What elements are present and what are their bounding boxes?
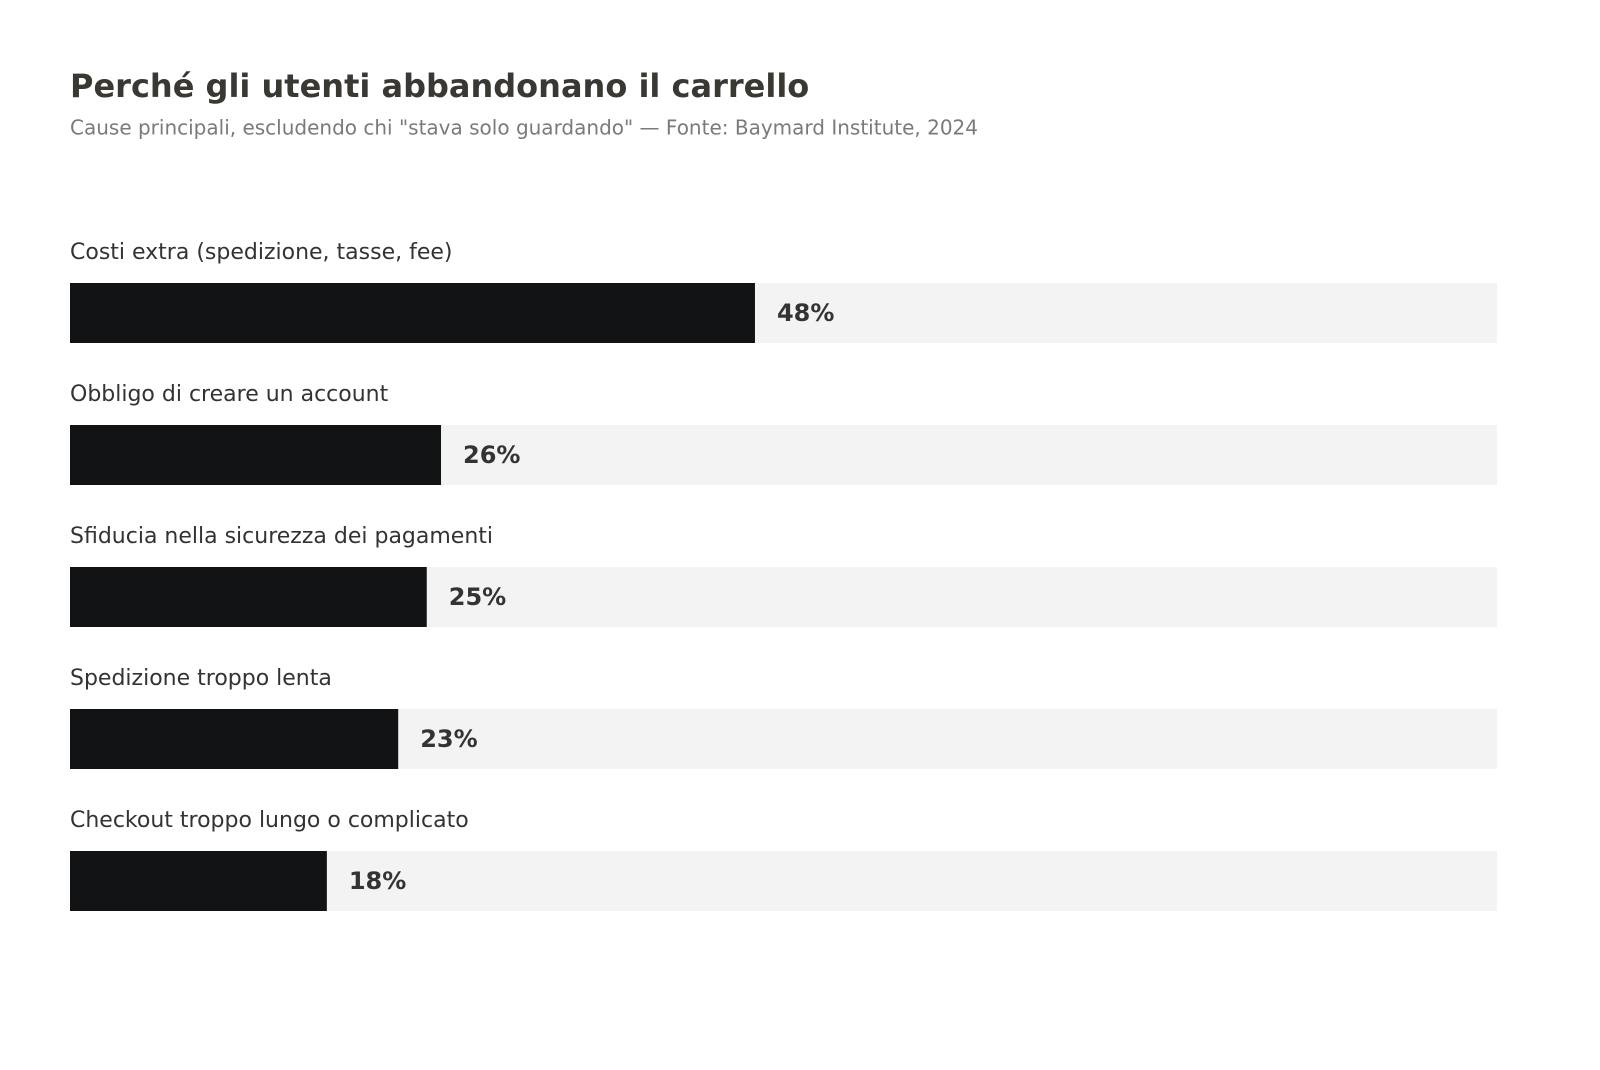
bar bbox=[70, 709, 399, 769]
bar bbox=[70, 567, 427, 627]
category-label: Spedizione troppo lenta bbox=[70, 666, 332, 691]
category-label: Obbligo di creare un account bbox=[70, 382, 389, 407]
value-label: 18% bbox=[349, 867, 406, 895]
chart-title: Perché gli utenti abbandonano il carrell… bbox=[70, 67, 809, 105]
category-label: Checkout troppo lungo o complicato bbox=[70, 808, 469, 833]
category-label: Sfiducia nella sicurezza dei pagamenti bbox=[70, 524, 493, 549]
chart-subtitle: Cause principali, escludendo chi "stava … bbox=[70, 116, 978, 140]
bar bbox=[70, 851, 327, 911]
bar bbox=[70, 283, 755, 343]
value-label: 23% bbox=[420, 725, 477, 753]
bar bbox=[70, 425, 442, 485]
value-label: 48% bbox=[777, 299, 834, 327]
category-label: Costi extra (spedizione, tasse, fee) bbox=[70, 240, 453, 265]
value-label: 25% bbox=[449, 583, 506, 611]
value-label: 26% bbox=[463, 441, 520, 469]
